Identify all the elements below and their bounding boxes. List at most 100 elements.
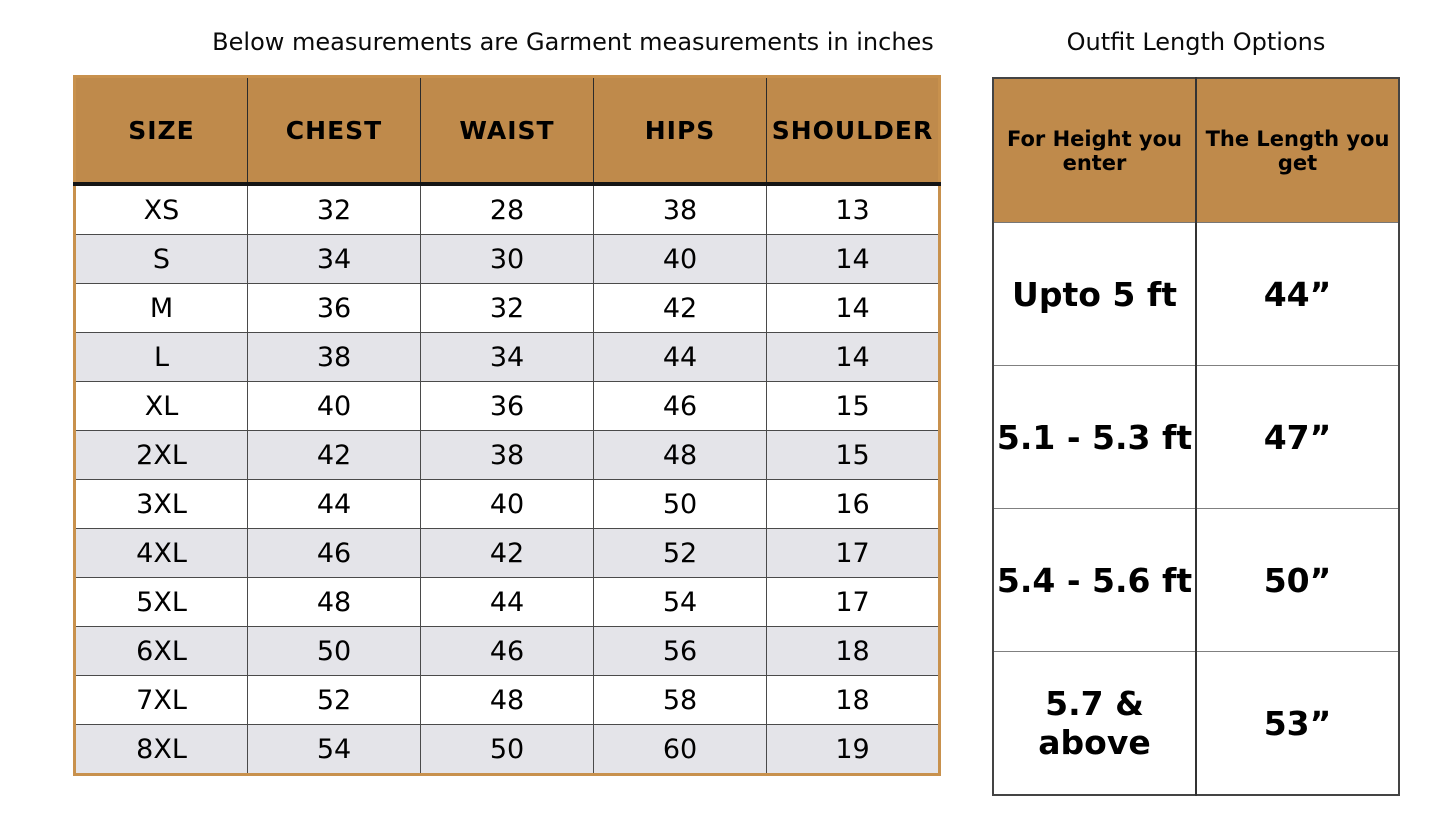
- cell: 5.4 - 5.6 ft: [992, 508, 1197, 652]
- cell: 44: [420, 577, 594, 627]
- cell: 44: [593, 332, 767, 382]
- length-table-row: 5.1 - 5.3 ft 47”: [992, 365, 1400, 509]
- cell: 30: [420, 234, 594, 284]
- column-header-length: The Length you get: [1195, 78, 1399, 223]
- size-table-row: 2XL 42 38 48 15: [74, 430, 940, 480]
- size-table-row: 8XL 54 50 60 19: [74, 724, 940, 775]
- size-table-row: M 36 32 42 14: [74, 283, 940, 333]
- cell: 4XL: [74, 528, 248, 578]
- cell: 48: [247, 577, 421, 627]
- size-table-row: 7XL 52 48 58 18: [74, 675, 940, 725]
- column-header-chest: CHEST: [247, 76, 421, 186]
- cell: 42: [420, 528, 594, 578]
- column-header-height: For Height you enter: [993, 78, 1196, 223]
- cell: 46: [247, 528, 421, 578]
- cell: XL: [74, 381, 248, 431]
- size-table-row: XL 40 36 46 15: [74, 381, 940, 431]
- cell: 18: [766, 626, 940, 676]
- cell: 42: [593, 283, 767, 333]
- cell: 14: [766, 283, 940, 333]
- cell: 14: [766, 234, 940, 284]
- cell: 40: [593, 234, 767, 284]
- cell: 46: [593, 381, 767, 431]
- cell: S: [74, 234, 248, 284]
- garment-size-table-body: XS 32 28 38 13 S 34 30 40 14 M 36 32 42 14 L 38 34 44 14 XL 4…: [74, 183, 940, 775]
- cell: 5.7 & above: [992, 651, 1197, 796]
- cell: 42: [247, 430, 421, 480]
- cell: 34: [247, 234, 421, 284]
- cell: 46: [420, 626, 594, 676]
- cell: 53”: [1195, 651, 1400, 796]
- cell: 58: [593, 675, 767, 725]
- cell: 38: [420, 430, 594, 480]
- size-table-row: S 34 30 40 14: [74, 234, 940, 284]
- cell: M: [74, 283, 248, 333]
- cell: 2XL: [74, 430, 248, 480]
- cell: 15: [766, 381, 940, 431]
- cell: 32: [420, 283, 594, 333]
- column-header-hips: HIPS: [593, 76, 767, 186]
- size-table-row: 5XL 48 44 54 17: [74, 577, 940, 627]
- cell: 19: [766, 724, 940, 775]
- cell: 18: [766, 675, 940, 725]
- cell: 36: [420, 381, 594, 431]
- length-table-row: 5.4 - 5.6 ft 50”: [992, 508, 1400, 652]
- cell: 47”: [1195, 365, 1400, 509]
- cell: 38: [593, 183, 767, 235]
- cell: 6XL: [74, 626, 248, 676]
- cell: 28: [420, 183, 594, 235]
- cell: 3XL: [74, 479, 248, 529]
- size-table-row: 3XL 44 40 50 16: [74, 479, 940, 529]
- length-table-title: Outfit Length Options: [1066, 28, 1326, 56]
- cell: 52: [593, 528, 767, 578]
- header-row: For Height you enter The Length you get: [993, 78, 1399, 223]
- column-header-waist: WAIST: [420, 76, 594, 186]
- cell: 38: [247, 332, 421, 382]
- cell: 56: [593, 626, 767, 676]
- cell: 32: [247, 183, 421, 235]
- cell: 36: [247, 283, 421, 333]
- cell: 40: [247, 381, 421, 431]
- cell: 15: [766, 430, 940, 480]
- cell: 34: [420, 332, 594, 382]
- outfit-length-table: For Height you enter The Length you get …: [992, 77, 1400, 796]
- cell: 13: [766, 183, 940, 235]
- length-table-row: Upto 5 ft 44”: [992, 222, 1400, 366]
- cell: 16: [766, 479, 940, 529]
- cell: 44”: [1195, 222, 1400, 366]
- cell: 8XL: [74, 724, 248, 775]
- cell: 17: [766, 528, 940, 578]
- cell: 54: [593, 577, 767, 627]
- cell: 40: [420, 479, 594, 529]
- cell: 60: [593, 724, 767, 775]
- size-table-row: XS 32 28 38 13: [74, 183, 940, 235]
- column-header-shoulder: SHOULDER: [766, 76, 940, 186]
- cell: Upto 5 ft: [992, 222, 1197, 366]
- column-header-size: SIZE: [74, 76, 248, 186]
- cell: 50: [420, 724, 594, 775]
- size-table-row: 4XL 46 42 52 17: [74, 528, 940, 578]
- garment-size-table-header: SIZE CHEST WAIST HIPS SHOULDER: [74, 76, 940, 186]
- cell: 50”: [1195, 508, 1400, 652]
- header-row: SIZE CHEST WAIST HIPS SHOULDER: [74, 76, 940, 186]
- cell: L: [74, 332, 248, 382]
- cell: XS: [74, 183, 248, 235]
- size-table-title: Below measurements are Garment measureme…: [212, 28, 934, 56]
- cell: 48: [593, 430, 767, 480]
- size-table-row: 6XL 50 46 56 18: [74, 626, 940, 676]
- cell: 52: [247, 675, 421, 725]
- cell: 17: [766, 577, 940, 627]
- cell: 7XL: [74, 675, 248, 725]
- cell: 54: [247, 724, 421, 775]
- outfit-length-table-header: For Height you enter The Length you get: [993, 78, 1399, 223]
- garment-size-table: SIZE CHEST WAIST HIPS SHOULDER XS 32 28 38 1…: [73, 75, 941, 776]
- cell: 50: [247, 626, 421, 676]
- outfit-length-table-body: Upto 5 ft 44” 5.1 - 5.3 ft 47” 5.4 - 5.6 ft 5…: [992, 222, 1400, 796]
- length-table-row: 5.7 & above 53”: [992, 651, 1400, 796]
- cell: 50: [593, 479, 767, 529]
- cell: 48: [420, 675, 594, 725]
- cell: 5XL: [74, 577, 248, 627]
- cell: 5.1 - 5.3 ft: [992, 365, 1197, 509]
- cell: 14: [766, 332, 940, 382]
